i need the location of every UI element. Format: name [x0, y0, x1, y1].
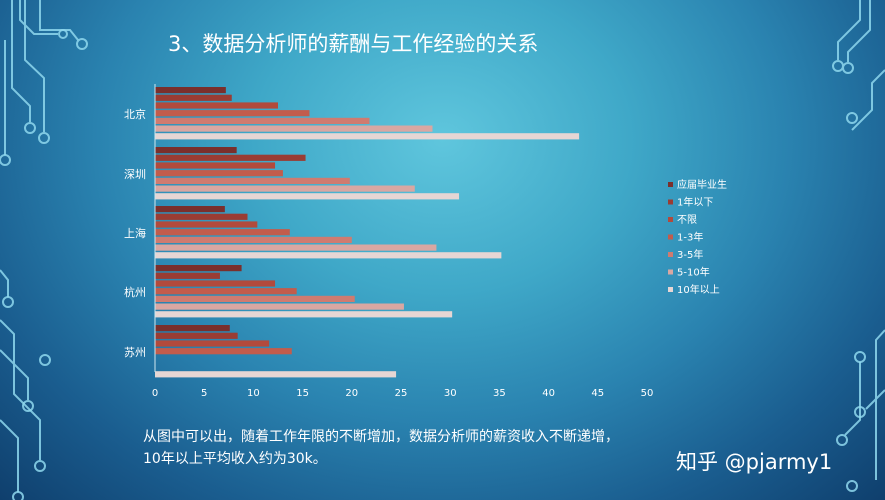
category-label: 北京	[124, 107, 146, 121]
bar-苏州-1-3年	[155, 348, 292, 355]
bar-北京-3-5年	[155, 117, 370, 124]
bar-上海-3-5年	[155, 236, 352, 243]
legend-label: 1-3年	[677, 231, 703, 244]
bar-上海-1-3年	[155, 229, 290, 236]
x-tick-label: 40	[542, 388, 555, 399]
legend-swatch	[668, 252, 673, 257]
legend-label: 不限	[677, 214, 697, 226]
bar-上海-1年以下	[155, 213, 248, 220]
bar-深圳-1-3年	[155, 170, 283, 177]
bar-杭州-1年以下	[155, 272, 220, 279]
x-tick-label: 25	[395, 388, 408, 399]
legend-label: 5-10年	[677, 266, 710, 279]
legend-label: 10年以上	[677, 283, 720, 296]
bar-深圳-5-10年	[155, 185, 415, 192]
caption: 从图中可以出，随着工作年限的不断增加，数据分析师的薪资收入不断递增， 10年以上…	[143, 426, 743, 470]
legend-swatch	[668, 199, 673, 205]
bar-上海-10年以上	[155, 252, 502, 259]
caption-line-2: 10年以上平均收入约为30k。	[143, 451, 327, 467]
x-tick-label: 0	[152, 388, 158, 399]
caption-line-1: 从图中可以出，随着工作年限的不断增加，数据分析师的薪资收入不断递增，	[143, 429, 619, 445]
x-tick-label: 20	[345, 388, 358, 399]
bar-北京-5-10年	[155, 125, 433, 132]
legend-label: 应届毕业生	[677, 178, 727, 191]
category-label: 杭州	[124, 285, 146, 299]
category-label: 上海	[124, 226, 146, 240]
watermark: 知乎 @pjarmy1	[676, 450, 833, 474]
bar-上海-5-10年	[155, 244, 437, 251]
bar-杭州-不限	[155, 280, 276, 287]
x-tick-label: 45	[591, 388, 604, 399]
legend-swatch	[668, 234, 673, 240]
bar-深圳-1年以下	[155, 154, 306, 161]
bar-杭州-3-5年	[155, 295, 355, 302]
x-tick-label: 50	[641, 388, 654, 399]
x-tick-label: 30	[444, 388, 457, 399]
bar-杭州-应届毕业生	[155, 265, 242, 272]
bar-深圳-3-5年	[155, 177, 350, 184]
x-tick-label: 10	[247, 388, 260, 399]
legend-swatch	[668, 182, 673, 187]
bar-杭州-10年以上	[155, 311, 453, 318]
x-tick-labels: 0 5 10 15 20 25 30 35 40 45 50	[152, 388, 654, 399]
bar-北京-1年以下	[155, 94, 232, 101]
bars-layer	[155, 87, 580, 378]
bar-苏州-10年以上	[155, 371, 397, 378]
slide-title: 3、数据分析师的薪酬与工作经验的关系	[168, 32, 539, 56]
bar-北京-应届毕业生	[155, 87, 226, 94]
bar-苏州-1年以下	[155, 332, 238, 339]
bar-深圳-10年以上	[155, 193, 460, 200]
legend-swatch	[668, 269, 673, 275]
category-label: 深圳	[124, 168, 146, 181]
legend-swatch	[668, 287, 673, 292]
x-tick-label: 5	[201, 388, 207, 399]
bar-北京-1-3年	[155, 110, 310, 117]
bar-北京-不限	[155, 102, 278, 109]
bar-上海-应届毕业生	[155, 206, 225, 213]
bar-深圳-应届毕业生	[155, 147, 237, 154]
legend-label: 1年以下	[677, 196, 713, 209]
legend-swatch	[668, 217, 673, 222]
category-label: 苏州	[124, 346, 146, 359]
bar-北京-10年以上	[155, 133, 580, 140]
legend-label: 3-5年	[677, 248, 703, 261]
bar-深圳-不限	[155, 162, 276, 169]
bar-苏州-应届毕业生	[155, 325, 230, 332]
bar-杭州-1-3年	[155, 288, 297, 295]
x-tick-label: 15	[296, 388, 309, 399]
bar-苏州-不限	[155, 340, 270, 347]
bar-上海-不限	[155, 221, 258, 228]
bar-杭州-5-10年	[155, 303, 404, 310]
x-tick-label: 35	[493, 388, 506, 399]
